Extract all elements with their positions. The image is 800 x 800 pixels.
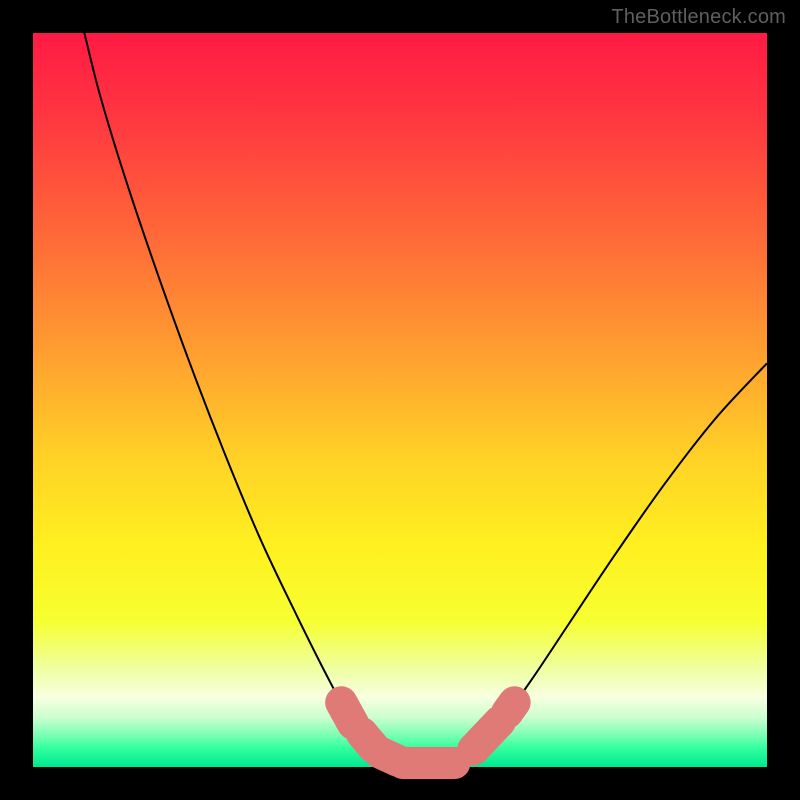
marker-pill (341, 702, 353, 723)
marker-pill (507, 702, 514, 712)
marker-dot (372, 746, 381, 755)
bottleneck-chart (0, 0, 800, 800)
chart-stage: TheBottleneck.com (0, 0, 800, 800)
marker-dot (465, 749, 474, 758)
plot-background-gradient (33, 33, 767, 767)
marker-pill (473, 721, 499, 749)
marker-dot (353, 725, 362, 734)
watermark-text: TheBottleneck.com (611, 6, 786, 29)
